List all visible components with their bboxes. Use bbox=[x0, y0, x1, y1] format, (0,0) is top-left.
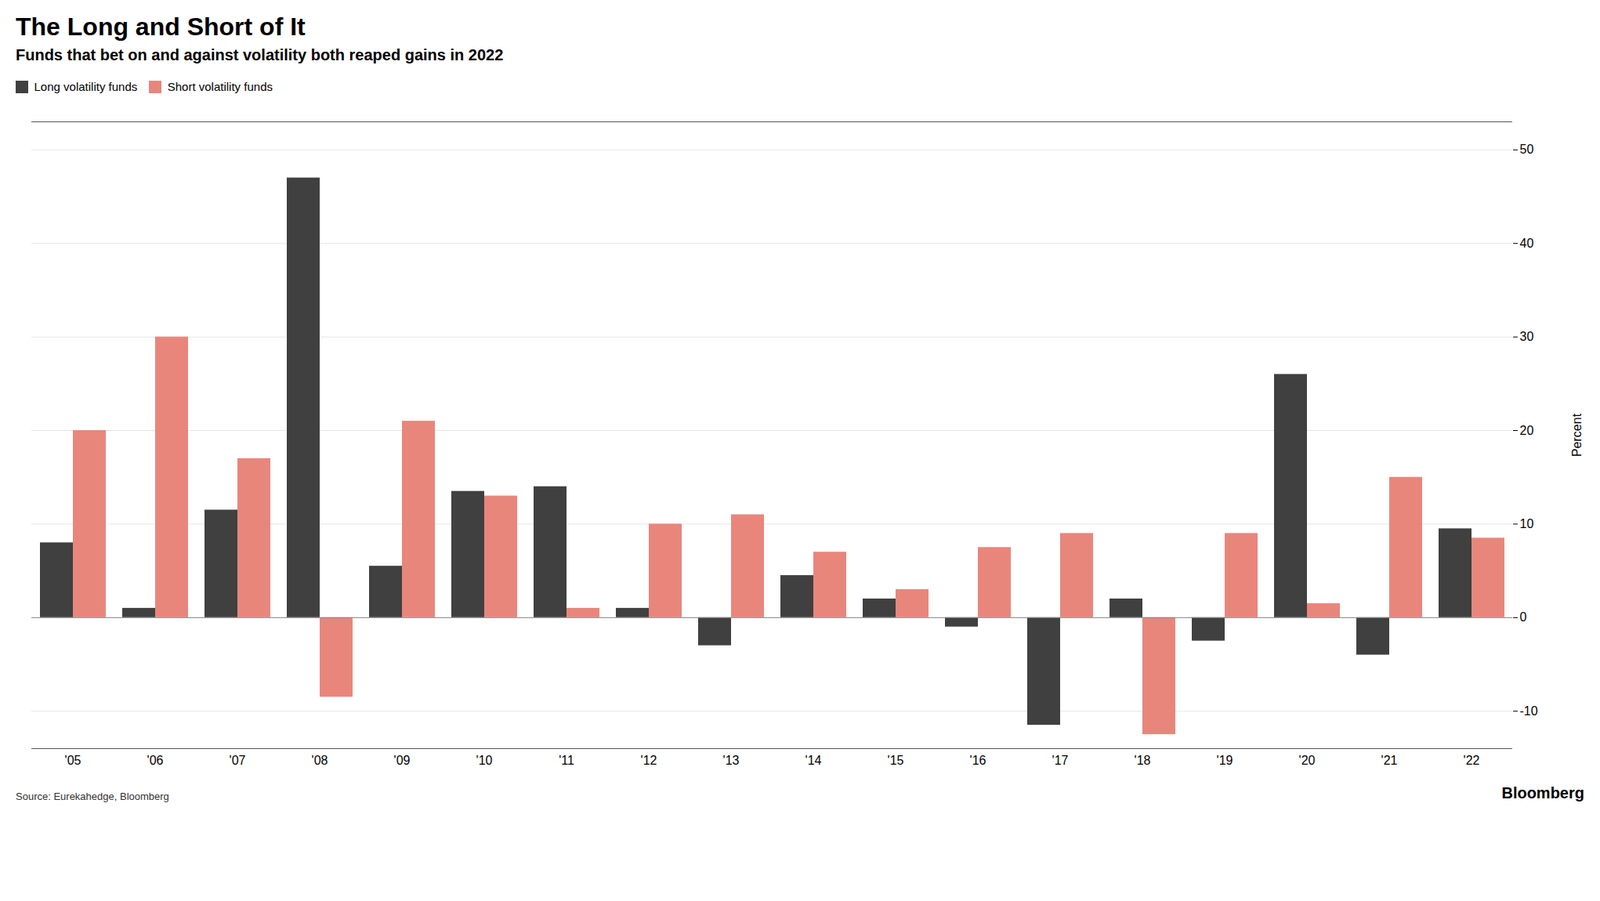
html-text:The Long and Short of It: The Long and Short of It bbox=[15, 12, 306, 41]
svg-text:'21: '21 bbox=[1381, 753, 1398, 768]
svg-text:Percent: Percent bbox=[1570, 412, 1584, 457]
svg-text:'05: '05 bbox=[65, 753, 82, 768]
svg-text:'09: '09 bbox=[394, 753, 411, 768]
svg-text:'20: '20 bbox=[1299, 753, 1316, 768]
html-text:Bloomberg: Bloomberg bbox=[1501, 784, 1585, 802]
svg-text:'16: '16 bbox=[970, 753, 987, 768]
svg-text:'18: '18 bbox=[1134, 753, 1152, 768]
svg-text:'13: '13 bbox=[723, 753, 740, 768]
svg-text:'11: '11 bbox=[558, 753, 575, 768]
svg-text:'12: '12 bbox=[640, 753, 658, 768]
svg-text:'08: '08 bbox=[311, 753, 329, 768]
svg-text:10: 10 bbox=[1520, 517, 1535, 531]
svg-text:'06: '06 bbox=[147, 753, 164, 768]
svg-text:40: 40 bbox=[1520, 236, 1535, 250]
svg-text:20: 20 bbox=[1520, 423, 1535, 438]
svg-text:0: 0 bbox=[1520, 610, 1528, 624]
svg-text:'15: '15 bbox=[887, 753, 905, 768]
html-text:Long volatility funds: Long volatility funds bbox=[34, 79, 138, 94]
svg-text:'22: '22 bbox=[1463, 753, 1481, 768]
svg-text:'17: '17 bbox=[1052, 753, 1069, 768]
svg-text:30: 30 bbox=[1520, 329, 1535, 344]
svg-text:-10: -10 bbox=[1520, 704, 1539, 718]
svg-text:'19: '19 bbox=[1216, 753, 1234, 768]
svg-text:'14: '14 bbox=[805, 753, 822, 768]
html-text:Short volatility funds: Short volatility funds bbox=[167, 79, 273, 94]
svg-text:'10: '10 bbox=[476, 753, 493, 768]
html-text:Source: Eurekahedge, Bloomberg: Source: Eurekahedge, Bloomberg bbox=[15, 790, 170, 803]
svg-text:50: 50 bbox=[1520, 142, 1535, 156]
html-text:Funds that bet on and against: Funds that bet on and against volatility… bbox=[15, 46, 504, 64]
svg-text:'07: '07 bbox=[229, 753, 247, 768]
